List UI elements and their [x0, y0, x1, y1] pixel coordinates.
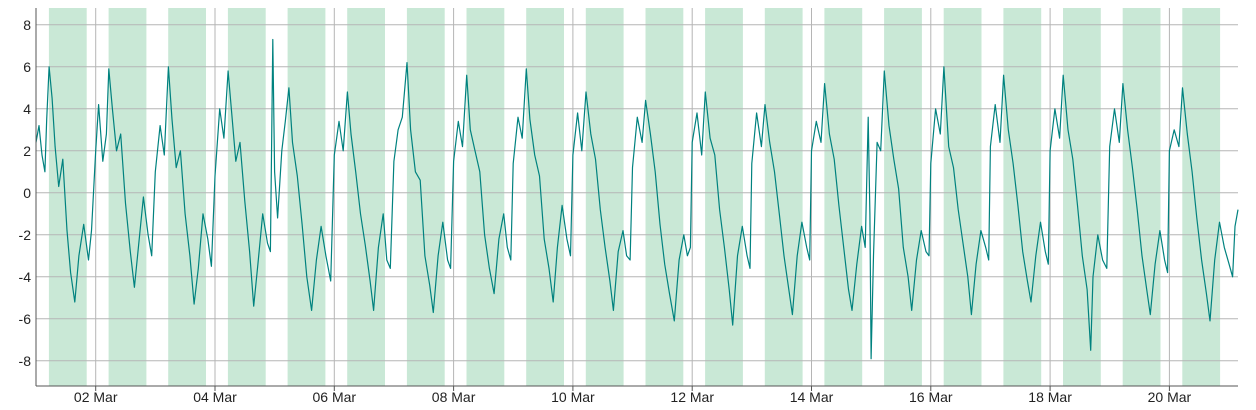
x-tick-label: 20 Mar [1148, 389, 1192, 405]
shaded-band [466, 8, 505, 386]
shaded-band [227, 8, 266, 386]
y-tick-label: 0 [23, 185, 31, 201]
shaded-band [48, 8, 87, 386]
y-tick-label: -8 [19, 353, 32, 369]
shaded-band [168, 8, 206, 386]
x-axis-ticks: 02 Mar 04 Mar 06 Mar 08 Mar 10 Mar 12 Mar 14 M… [74, 386, 1192, 405]
y-tick-label: 8 [23, 17, 31, 33]
shaded-band [645, 8, 684, 386]
shaded-band [585, 8, 624, 386]
x-tick-label: 14 Mar [790, 389, 834, 405]
x-tick-label: 04 Mar [193, 389, 237, 405]
shaded-band [287, 8, 326, 386]
x-tick-label: 06 Mar [313, 389, 357, 405]
shaded-band [705, 8, 743, 386]
x-tick-label: 10 Mar [551, 389, 595, 405]
y-tick-label: 2 [23, 143, 31, 159]
shaded-band [1182, 8, 1221, 386]
y-tick-label: -6 [19, 311, 32, 327]
series-lines [35, 38, 1239, 360]
vertical-gridlines [95, 8, 1170, 386]
x-tick-label: 18 Mar [1028, 389, 1072, 405]
x-tick-label: 08 Mar [432, 389, 476, 405]
shaded-band [824, 8, 863, 386]
y-tick-label: -2 [19, 227, 32, 243]
x-tick-label: 12 Mar [670, 389, 714, 405]
shaded-band [347, 8, 385, 386]
y-tick-label: -4 [19, 269, 32, 285]
series-line [35, 38, 1239, 360]
shaded-band [884, 8, 922, 386]
shaded-band [943, 8, 982, 386]
shaded-band [764, 8, 803, 386]
x-tick-label: 16 Mar [909, 389, 953, 405]
axes [35, 8, 1238, 387]
horizontal-gridlines [36, 24, 1238, 362]
shaded-band [406, 8, 445, 386]
shaded-band [1003, 8, 1042, 386]
y-tick-label: 4 [23, 101, 31, 117]
shaded-bands [48, 8, 1221, 386]
y-axis-ticks: 8 6 4 2 0 -2 -4 -6 -8 [19, 17, 32, 369]
shaded-band [1063, 8, 1101, 386]
y-tick-label: 6 [23, 59, 31, 75]
x-tick-label: 02 Mar [74, 389, 118, 405]
shaded-band [1122, 8, 1161, 386]
shaded-band [526, 8, 564, 386]
shaded-band [108, 8, 147, 386]
